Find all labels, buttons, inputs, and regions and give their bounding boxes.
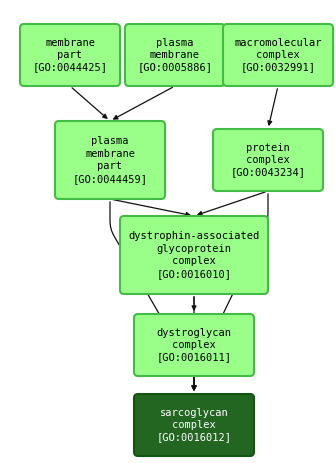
Text: dystroglycan
complex
[GO:0016011]: dystroglycan complex [GO:0016011]: [156, 328, 231, 363]
FancyBboxPatch shape: [20, 24, 120, 86]
FancyBboxPatch shape: [120, 216, 268, 294]
Text: plasma
membrane
part
[GO:0044459]: plasma membrane part [GO:0044459]: [72, 137, 147, 184]
Text: dystrophin-associated
glycoprotein
complex
[GO:0016010]: dystrophin-associated glycoprotein compl…: [128, 232, 260, 279]
Text: plasma
membrane
[GO:0005886]: plasma membrane [GO:0005886]: [137, 38, 212, 72]
FancyBboxPatch shape: [125, 24, 225, 86]
Text: macromolecular
complex
[GO:0032991]: macromolecular complex [GO:0032991]: [234, 38, 322, 72]
Text: protein
complex
[GO:0043234]: protein complex [GO:0043234]: [230, 143, 306, 177]
Text: membrane
part
[GO:0044425]: membrane part [GO:0044425]: [32, 38, 108, 72]
FancyBboxPatch shape: [134, 394, 254, 456]
Text: sarcoglycan
complex
[GO:0016012]: sarcoglycan complex [GO:0016012]: [156, 407, 231, 443]
FancyBboxPatch shape: [223, 24, 333, 86]
FancyBboxPatch shape: [55, 121, 165, 199]
FancyBboxPatch shape: [213, 129, 323, 191]
FancyBboxPatch shape: [134, 314, 254, 376]
